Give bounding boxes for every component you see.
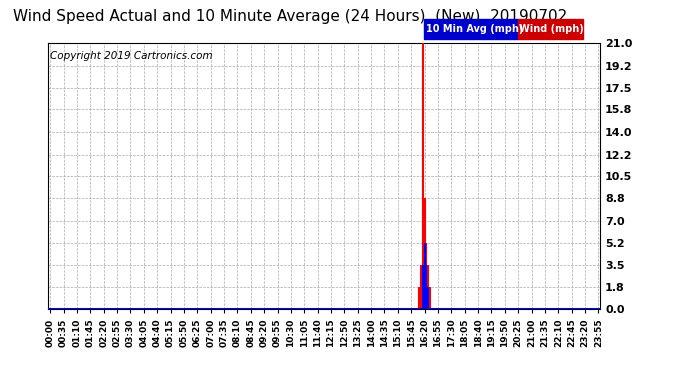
Text: Copyright 2019 Cartronics.com: Copyright 2019 Cartronics.com bbox=[50, 51, 213, 61]
Text: Wind (mph): Wind (mph) bbox=[519, 24, 584, 34]
Text: 10 Min Avg (mph): 10 Min Avg (mph) bbox=[426, 24, 523, 34]
Text: Wind Speed Actual and 10 Minute Average (24 Hours)  (New)  20190702: Wind Speed Actual and 10 Minute Average … bbox=[12, 9, 567, 24]
